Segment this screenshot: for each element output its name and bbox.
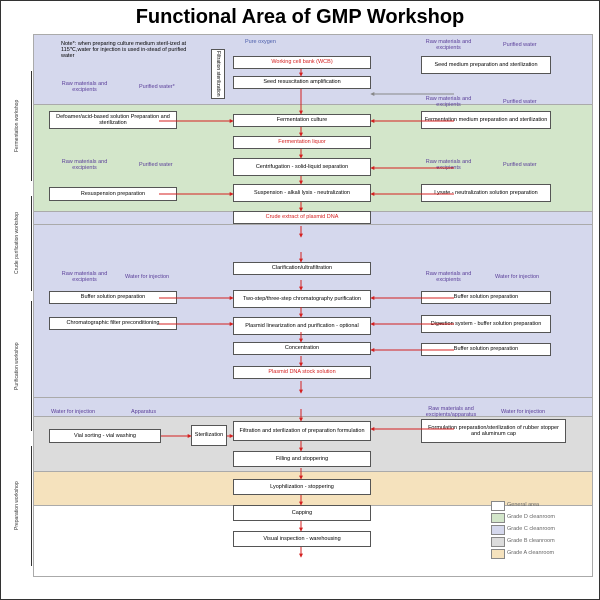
- pw-2: Purified water: [503, 99, 537, 105]
- ferm-med-node: Fermentation medium preparation and ster…: [421, 111, 551, 129]
- buf3-node: Buffer solution preparation: [421, 343, 551, 356]
- ster-node: Sterilization: [191, 425, 227, 446]
- raw-label-6: Raw materials and excipients: [57, 271, 112, 283]
- legend-text: Grade D cleanroom: [507, 514, 555, 520]
- seed-med-node: Seed medium preparation and sterilizatio…: [421, 56, 551, 74]
- pw-1: Purified water: [503, 42, 537, 48]
- wfi-4: Water for injection: [501, 409, 545, 415]
- ferm-liq-node: Fermentation liquor: [233, 136, 371, 149]
- vial-node: Vial sorting - vial washing: [49, 429, 161, 443]
- conc-node: Concentration: [233, 342, 371, 355]
- section-label: Purification workshop: [3, 301, 31, 431]
- resusp-node: Resuspension preparation: [49, 187, 177, 201]
- legend-swatch: [491, 501, 505, 511]
- ferm-cult-node: Fermentation culture: [233, 114, 371, 127]
- legend-swatch: [491, 525, 505, 535]
- wfi-3: Water for injection: [51, 409, 95, 415]
- legend-swatch: [491, 537, 505, 547]
- filt-ster-node: Filtration and sterilization of preparat…: [233, 421, 371, 441]
- raw-label-1: Raw materials and excipients: [57, 81, 112, 93]
- legend-text: Grade B cleanroom: [507, 538, 555, 544]
- lyo-node: Lyophilization - stoppering: [233, 479, 371, 495]
- lysate-node: Lysate - neutralization solution prepara…: [421, 184, 551, 202]
- legend-text: General area: [507, 502, 539, 508]
- buf2-node: Buffer solution preparation: [421, 291, 551, 304]
- note: Note*: when preparing culture medium ste…: [61, 41, 196, 59]
- susp-node: Suspension - alkali lysis - neutralizati…: [233, 184, 371, 202]
- raw-label-7: Raw materials and excipients: [421, 271, 476, 283]
- filtration-sterilization-box: Filtration sterilization: [211, 49, 225, 99]
- wfi-1: Water for injection: [125, 274, 169, 280]
- raw-label-5: Raw materials and excipients: [421, 159, 476, 171]
- pw-star: Purified water*: [139, 84, 175, 90]
- fill-node: Filling and stoppering: [233, 451, 371, 467]
- legend-swatch: [491, 549, 505, 559]
- digest-node: Digestion system - buffer solution prepa…: [421, 315, 551, 333]
- page-title: Functional Area of GMP Workshop: [1, 1, 599, 32]
- clar-node: Clarification/ultrafiltration: [233, 262, 371, 275]
- section-label: Crude purification workshop: [3, 196, 31, 291]
- pw-3: Purified water: [139, 162, 173, 168]
- defoam-node: Defoamer/acid-based solution Preparation…: [49, 111, 177, 129]
- seed-amp-node: Seed resuscitation amplification: [233, 76, 371, 89]
- legend-text: Grade C cleanroom: [507, 526, 555, 532]
- stock-node: Plasmid DNA stock solution: [233, 366, 371, 379]
- chrom-node: Two-step/three-step chromatography purif…: [233, 290, 371, 308]
- section-label: Preparation workshop: [3, 446, 31, 566]
- wcb-node: Working cell bank (WCB): [233, 56, 371, 69]
- cap-node: Capping: [233, 505, 371, 521]
- formu-node: Formulation preparation/sterilization of…: [421, 419, 566, 443]
- rae-app: Raw materials and excipients/apparatus: [411, 406, 491, 418]
- raw-label-2: Raw materials and excipients: [421, 39, 476, 51]
- raw-label-4: Raw materials and excipients: [57, 159, 112, 171]
- buf1-node: Buffer solution preparation: [49, 291, 177, 304]
- wfi-2: Water for injection: [495, 274, 539, 280]
- filter-node: Chromatographic filter preconditioning: [49, 317, 177, 330]
- legend-swatch: [491, 513, 505, 523]
- section-label: Fermentation workshop: [3, 71, 31, 181]
- linz-node: Plasmid linearization and purification -…: [233, 317, 371, 335]
- pure-oxygen-label: Pure oxygen: [245, 39, 276, 45]
- crude-node: Crude extract of plasmid DNA: [233, 211, 371, 224]
- apparatus: Apparatus: [131, 409, 156, 415]
- pw-4: Purified water: [503, 162, 537, 168]
- visual-node: Visual inspection - warehousing: [233, 531, 371, 547]
- legend-text: Grade A cleanroom: [507, 550, 554, 556]
- centri-node: Centrifugation - solid-liquid separation: [233, 158, 371, 176]
- raw-label-3: Raw materials and excipients: [421, 96, 476, 108]
